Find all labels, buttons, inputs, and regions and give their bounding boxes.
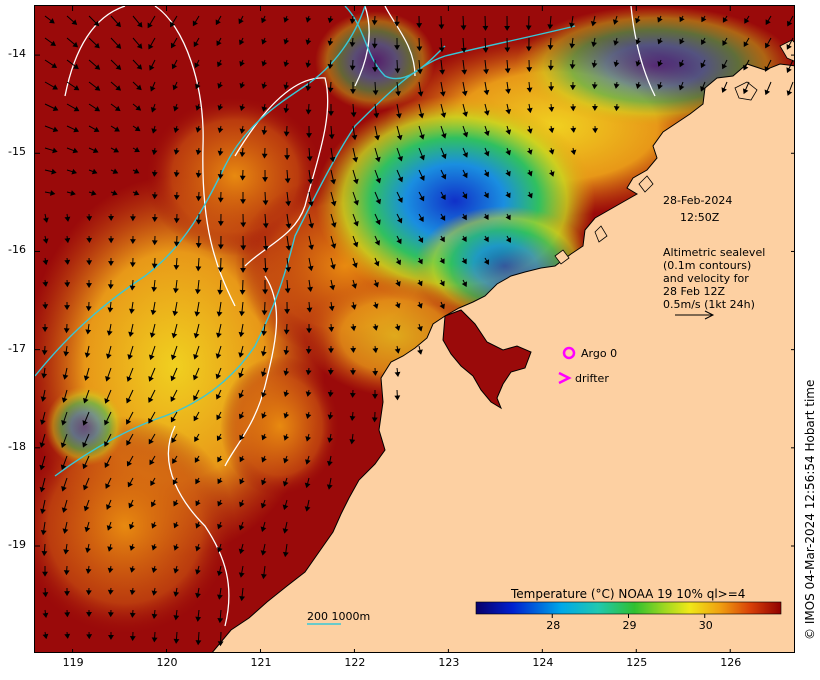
colorbar-tick-label: 30 xyxy=(699,619,713,632)
legend-line-1: Altimetric sealevel xyxy=(663,246,765,259)
legend-line-2: (0.1m contours) xyxy=(663,259,751,272)
bathymetry-contours xyxy=(35,6,576,477)
timestamp-time: 12:50Z xyxy=(680,211,720,224)
lat-tick-label: -14 xyxy=(8,47,26,61)
argo-label: Argo 0 xyxy=(581,347,617,360)
lon-tick-label: 125 xyxy=(626,656,648,669)
legend-line-4: 28 Feb 12Z xyxy=(663,285,725,298)
lon-tick-label: 123 xyxy=(438,656,460,669)
lat-tick-label: -15 xyxy=(8,145,26,159)
lon-tick-label: 120 xyxy=(156,656,178,669)
imos-credit: © IMOS 04-Mar-2024 12:56:54 Hobart time xyxy=(803,379,817,640)
drifter-label: drifter xyxy=(575,372,609,385)
lon-tick-label: 122 xyxy=(344,656,366,669)
lat-tick-label: -18 xyxy=(8,439,26,453)
drifter-marker-icon xyxy=(558,371,572,385)
argo-marker-icon xyxy=(562,346,576,360)
colorbar-title: Temperature (°C) NOAA 19 10% ql>=4 xyxy=(510,587,745,601)
king-sound-peninsula xyxy=(442,309,532,410)
velocity-scale-arrow xyxy=(675,310,715,320)
lon-tick-label: 124 xyxy=(532,656,554,669)
lat-tick-label: -17 xyxy=(8,341,26,355)
velocity-arrows xyxy=(39,15,794,647)
colorbar-ticks: 28 29 30 xyxy=(546,614,713,632)
legend-line-5: 0.5m/s (1kt 24h) xyxy=(663,298,755,311)
colorbar xyxy=(475,601,782,615)
lon-tick-label: 126 xyxy=(720,656,742,669)
colorbar-tick-label: 29 xyxy=(623,619,637,632)
colorbar-tick-label: 28 xyxy=(546,619,560,632)
bathy-legend-label: 200 1000m xyxy=(307,610,370,623)
lon-tick-label: 121 xyxy=(250,656,272,669)
lon-tick-label: 119 xyxy=(62,656,84,669)
axis-ticks xyxy=(35,6,794,652)
timestamp-date: 28-Feb-2024 xyxy=(663,194,732,207)
lat-tick-label: -19 xyxy=(8,538,26,551)
map-frame: 28-Feb-2024 12:50Z Altimetric sealevel (… xyxy=(34,5,795,653)
sst-map: 28-Feb-2024 12:50Z Altimetric sealevel (… xyxy=(35,6,794,652)
legend-line-3: and velocity for xyxy=(663,272,749,285)
lat-tick-label: -16 xyxy=(8,243,26,257)
